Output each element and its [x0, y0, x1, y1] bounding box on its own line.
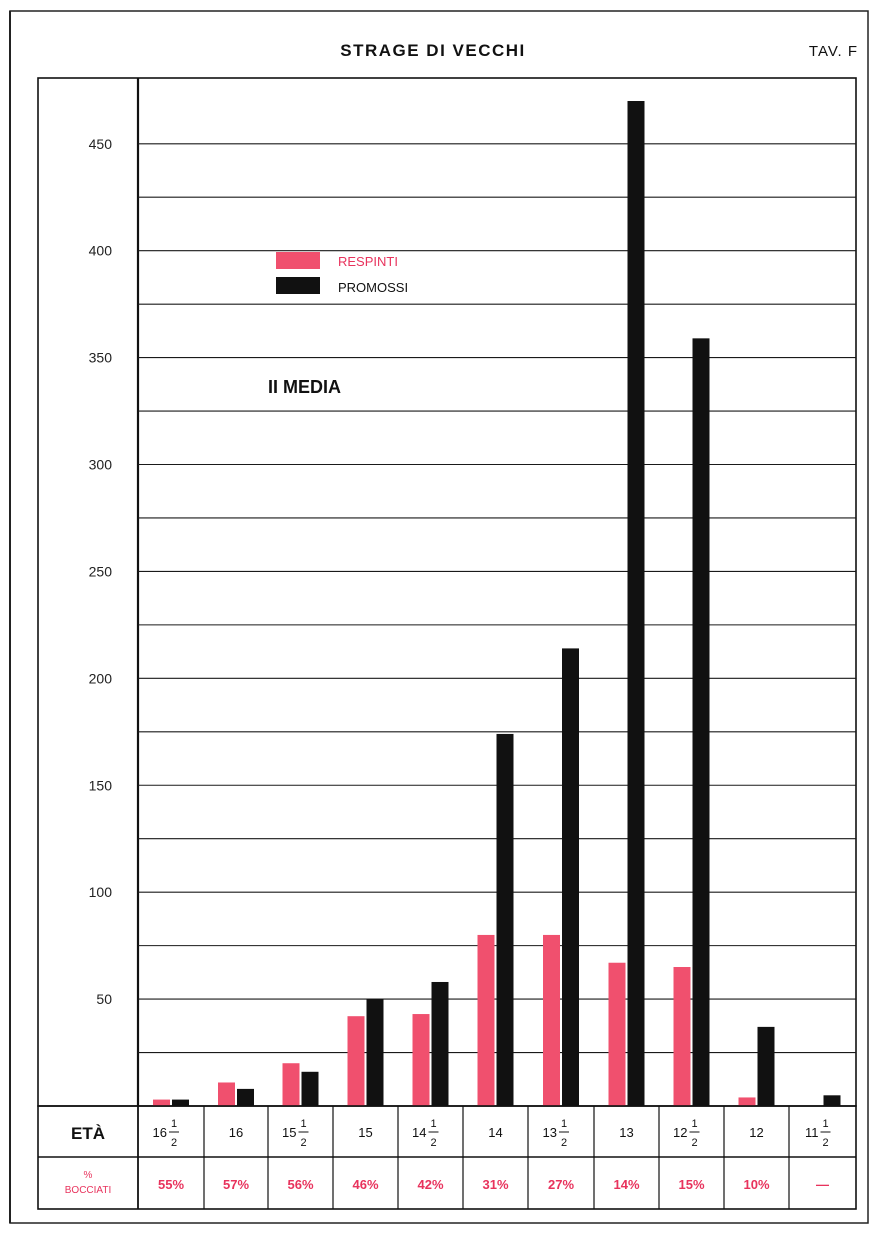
y-tick-label: 200 — [89, 670, 113, 686]
pct-bocciati-value: 27% — [548, 1177, 574, 1192]
y-tick-label: 250 — [89, 563, 113, 579]
plot-border — [37, 77, 857, 1107]
age-fraction-denominator: 2 — [171, 1137, 177, 1149]
bar-promossi — [692, 338, 710, 1106]
y-tick-label: 400 — [89, 243, 113, 259]
age-tick-label: 13 — [543, 1125, 557, 1140]
y-tick-label: 350 — [89, 350, 113, 366]
age-tick-label: 12 — [749, 1125, 763, 1140]
y-tick-label: 450 — [89, 136, 113, 152]
bar-respinti — [218, 1082, 235, 1106]
age-fraction-numerator: 1 — [430, 1118, 436, 1130]
age-tick-label: 16 — [153, 1125, 167, 1140]
pct-bocciati-value: 55% — [158, 1177, 184, 1192]
legend-label-respinti: RESPINTI — [338, 254, 398, 269]
bar-respinti — [543, 934, 560, 1106]
bar-respinti — [412, 1014, 430, 1106]
pct-bocciati-value: 14% — [613, 1177, 639, 1192]
bar-promossi — [172, 1099, 189, 1106]
bars — [153, 101, 841, 1106]
legend-swatch-respinti — [276, 252, 320, 269]
row-label-bocciati: BOCCIATI — [65, 1185, 111, 1196]
row-label-eta: ETÀ — [71, 1124, 105, 1143]
pct-bocciati-value: 31% — [482, 1177, 508, 1192]
bar-promossi — [823, 1095, 841, 1106]
legend: RESPINTI PROMOSSI — [276, 252, 408, 295]
y-tick-label: 100 — [89, 884, 113, 900]
bar-respinti — [347, 1016, 365, 1106]
age-fraction-denominator: 2 — [430, 1137, 436, 1149]
bar-promossi — [496, 733, 514, 1106]
pct-bocciati-value: 46% — [352, 1177, 378, 1192]
chart-title: STRAGE DI VECCHI — [340, 41, 526, 60]
age-fraction-denominator: 2 — [822, 1137, 828, 1149]
gridlines — [138, 143, 856, 1054]
age-tick-label: 14 — [412, 1125, 426, 1140]
pct-bocciati-value: 10% — [743, 1177, 769, 1192]
plate-label: TAV. F — [809, 43, 858, 60]
age-fraction-denominator: 2 — [561, 1137, 567, 1149]
bar-respinti — [153, 1099, 170, 1106]
age-fraction-denominator: 2 — [300, 1137, 306, 1149]
bar-promossi — [757, 1026, 775, 1106]
age-fraction-numerator: 1 — [300, 1118, 306, 1130]
age-fraction-numerator: 1 — [822, 1118, 828, 1130]
bar-promossi — [627, 101, 645, 1106]
age-tick-label: 14 — [488, 1125, 502, 1140]
y-tick-label: 150 — [89, 777, 113, 793]
bar-promossi — [431, 981, 449, 1106]
table-cells: 161255%1657%151256%1546%141242%1431%1312… — [153, 1106, 831, 1209]
age-tick-label: 15 — [358, 1125, 372, 1140]
bar-promossi — [562, 648, 579, 1106]
bar-promossi — [237, 1088, 254, 1106]
bar-respinti — [282, 1063, 300, 1106]
data-table: ETÀ % BOCCIATI 161255%1657%151256%1546%1… — [37, 1105, 857, 1210]
pct-bocciati-value: 57% — [223, 1177, 249, 1192]
pct-bocciati-value: 15% — [678, 1177, 704, 1192]
age-fraction-numerator: 1 — [561, 1118, 567, 1130]
bar-promossi — [366, 999, 384, 1106]
age-tick-label: 16 — [229, 1125, 243, 1140]
y-tick-labels: 50 100 150 200 250 300 350 400 450 — [89, 136, 113, 1007]
panel-label: II MEDIA — [268, 377, 341, 397]
age-tick-label: 11 — [805, 1125, 819, 1140]
age-tick-label: 12 — [673, 1125, 687, 1140]
pct-bocciati-value: 56% — [287, 1177, 313, 1192]
bar-respinti — [477, 934, 495, 1106]
age-tick-label: 15 — [282, 1125, 296, 1140]
plot-area: 50 100 150 200 250 300 350 400 450 — [37, 77, 857, 1107]
pct-bocciati-value: 42% — [417, 1177, 443, 1192]
age-tick-label: 13 — [619, 1125, 633, 1140]
pct-bocciati-value: — — [816, 1177, 829, 1192]
row-label-pct-symbol: % — [84, 1170, 93, 1181]
bar-respinti — [673, 967, 691, 1106]
legend-swatch-promossi — [276, 277, 320, 294]
age-fraction-numerator: 1 — [171, 1118, 177, 1130]
bar-respinti — [608, 962, 626, 1106]
age-fraction-numerator: 1 — [691, 1118, 697, 1130]
y-tick-label: 300 — [89, 457, 113, 473]
legend-label-promossi: PROMOSSI — [338, 280, 408, 295]
age-fraction-denominator: 2 — [691, 1137, 697, 1149]
y-tick-label: 50 — [96, 991, 112, 1007]
bar-respinti — [738, 1097, 756, 1106]
bar-promossi — [301, 1071, 319, 1106]
